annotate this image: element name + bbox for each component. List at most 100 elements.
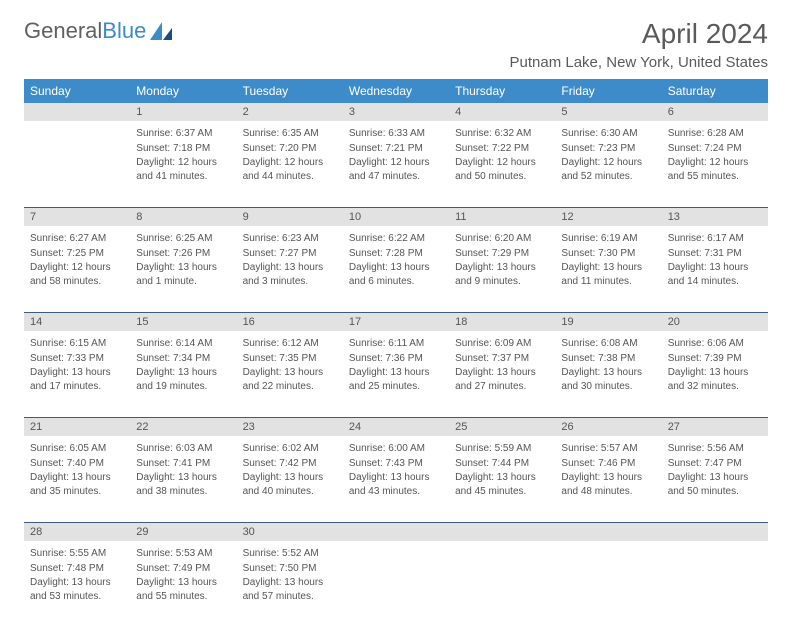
logo-sail-icon xyxy=(148,20,174,42)
logo: GeneralBlue xyxy=(24,18,174,44)
week-row: Sunrise: 6:05 AMSunset: 7:40 PMDaylight:… xyxy=(24,436,768,522)
day-number-row: 21222324252627 xyxy=(24,418,768,437)
sunrise-text: Sunrise: 6:23 AM xyxy=(243,232,337,246)
day-cell: Sunrise: 6:35 AMSunset: 7:20 PMDaylight:… xyxy=(237,121,343,207)
sunrise-text: Sunrise: 6:17 AM xyxy=(668,232,762,246)
weekday-header: Thursday xyxy=(449,79,555,103)
sunrise-text: Sunrise: 6:37 AM xyxy=(136,127,230,141)
sunset-text: Sunset: 7:21 PM xyxy=(349,142,443,156)
day-number: 12 xyxy=(555,208,661,226)
day-cell: Sunrise: 5:52 AMSunset: 7:50 PMDaylight:… xyxy=(237,541,343,627)
sunset-text: Sunset: 7:34 PM xyxy=(136,352,230,366)
daylight-text: Daylight: 13 hours and 30 minutes. xyxy=(561,366,655,393)
day-info: Sunrise: 5:59 AMSunset: 7:44 PMDaylight:… xyxy=(455,442,549,498)
sunset-text: Sunset: 7:49 PM xyxy=(136,562,230,576)
day-cell: Sunrise: 5:53 AMSunset: 7:49 PMDaylight:… xyxy=(130,541,236,627)
calendar-body: 123456Sunrise: 6:37 AMSunset: 7:18 PMDay… xyxy=(24,103,768,627)
sunset-text: Sunset: 7:44 PM xyxy=(455,457,549,471)
day-number: 17 xyxy=(343,313,449,331)
day-number: 3 xyxy=(343,103,449,121)
daylight-text: Daylight: 12 hours and 58 minutes. xyxy=(30,261,124,288)
day-number-row: 14151617181920 xyxy=(24,313,768,332)
sunrise-text: Sunrise: 6:25 AM xyxy=(136,232,230,246)
weekday-header: Wednesday xyxy=(343,79,449,103)
day-number xyxy=(343,523,449,541)
daylight-text: Daylight: 13 hours and 6 minutes. xyxy=(349,261,443,288)
sunrise-text: Sunrise: 6:06 AM xyxy=(668,337,762,351)
daylight-text: Daylight: 13 hours and 55 minutes. xyxy=(136,576,230,603)
day-number: 2 xyxy=(237,103,343,121)
day-info: Sunrise: 6:02 AMSunset: 7:42 PMDaylight:… xyxy=(243,442,337,498)
day-info: Sunrise: 6:32 AMSunset: 7:22 PMDaylight:… xyxy=(455,127,549,183)
day-number: 10 xyxy=(343,208,449,226)
day-cell: Sunrise: 6:12 AMSunset: 7:35 PMDaylight:… xyxy=(237,331,343,417)
sunset-text: Sunset: 7:20 PM xyxy=(243,142,337,156)
daylight-text: Daylight: 13 hours and 38 minutes. xyxy=(136,471,230,498)
week-row: Sunrise: 5:55 AMSunset: 7:48 PMDaylight:… xyxy=(24,541,768,627)
calendar-table: SundayMondayTuesdayWednesdayThursdayFrid… xyxy=(24,79,768,627)
daylight-text: Daylight: 13 hours and 25 minutes. xyxy=(349,366,443,393)
day-cell: Sunrise: 5:57 AMSunset: 7:46 PMDaylight:… xyxy=(555,436,661,522)
day-info: Sunrise: 6:06 AMSunset: 7:39 PMDaylight:… xyxy=(668,337,762,393)
sunrise-text: Sunrise: 6:12 AM xyxy=(243,337,337,351)
weekday-header: Friday xyxy=(555,79,661,103)
day-info: Sunrise: 6:12 AMSunset: 7:35 PMDaylight:… xyxy=(243,337,337,393)
sunset-text: Sunset: 7:41 PM xyxy=(136,457,230,471)
day-info: Sunrise: 6:00 AMSunset: 7:43 PMDaylight:… xyxy=(349,442,443,498)
day-number: 27 xyxy=(662,418,768,436)
day-number: 9 xyxy=(237,208,343,226)
weekday-header: Saturday xyxy=(662,79,768,103)
day-cell: Sunrise: 6:02 AMSunset: 7:42 PMDaylight:… xyxy=(237,436,343,522)
daylight-text: Daylight: 13 hours and 57 minutes. xyxy=(243,576,337,603)
day-cell: Sunrise: 6:00 AMSunset: 7:43 PMDaylight:… xyxy=(343,436,449,522)
day-info: Sunrise: 6:15 AMSunset: 7:33 PMDaylight:… xyxy=(30,337,124,393)
day-info: Sunrise: 6:09 AMSunset: 7:37 PMDaylight:… xyxy=(455,337,549,393)
daylight-text: Daylight: 12 hours and 52 minutes. xyxy=(561,156,655,183)
sunset-text: Sunset: 7:23 PM xyxy=(561,142,655,156)
daylight-text: Daylight: 13 hours and 9 minutes. xyxy=(455,261,549,288)
daylight-text: Daylight: 13 hours and 40 minutes. xyxy=(243,471,337,498)
daylight-text: Daylight: 13 hours and 1 minute. xyxy=(136,261,230,288)
day-number xyxy=(449,523,555,541)
day-cell: Sunrise: 6:03 AMSunset: 7:41 PMDaylight:… xyxy=(130,436,236,522)
day-number xyxy=(662,523,768,541)
weekday-header-row: SundayMondayTuesdayWednesdayThursdayFrid… xyxy=(24,79,768,103)
day-number-row: 282930 xyxy=(24,523,768,542)
day-number: 11 xyxy=(449,208,555,226)
day-number: 26 xyxy=(555,418,661,436)
day-info: Sunrise: 5:57 AMSunset: 7:46 PMDaylight:… xyxy=(561,442,655,498)
daylight-text: Daylight: 13 hours and 27 minutes. xyxy=(455,366,549,393)
sunset-text: Sunset: 7:50 PM xyxy=(243,562,337,576)
day-info: Sunrise: 5:52 AMSunset: 7:50 PMDaylight:… xyxy=(243,547,337,603)
day-cell xyxy=(24,121,130,207)
sunset-text: Sunset: 7:42 PM xyxy=(243,457,337,471)
sunrise-text: Sunrise: 6:15 AM xyxy=(30,337,124,351)
day-cell: Sunrise: 6:32 AMSunset: 7:22 PMDaylight:… xyxy=(449,121,555,207)
sunset-text: Sunset: 7:25 PM xyxy=(30,247,124,261)
sunrise-text: Sunrise: 5:59 AM xyxy=(455,442,549,456)
sunset-text: Sunset: 7:30 PM xyxy=(561,247,655,261)
day-info: Sunrise: 6:35 AMSunset: 7:20 PMDaylight:… xyxy=(243,127,337,183)
day-cell: Sunrise: 6:08 AMSunset: 7:38 PMDaylight:… xyxy=(555,331,661,417)
weekday-header: Monday xyxy=(130,79,236,103)
day-cell xyxy=(662,541,768,627)
daylight-text: Daylight: 13 hours and 48 minutes. xyxy=(561,471,655,498)
day-cell: Sunrise: 6:14 AMSunset: 7:34 PMDaylight:… xyxy=(130,331,236,417)
sunset-text: Sunset: 7:24 PM xyxy=(668,142,762,156)
daylight-text: Daylight: 13 hours and 19 minutes. xyxy=(136,366,230,393)
day-number: 7 xyxy=(24,208,130,226)
day-info: Sunrise: 6:08 AMSunset: 7:38 PMDaylight:… xyxy=(561,337,655,393)
day-info: Sunrise: 6:33 AMSunset: 7:21 PMDaylight:… xyxy=(349,127,443,183)
sunset-text: Sunset: 7:43 PM xyxy=(349,457,443,471)
location: Putnam Lake, New York, United States xyxy=(510,54,768,71)
sunset-text: Sunset: 7:22 PM xyxy=(455,142,549,156)
sunrise-text: Sunrise: 6:11 AM xyxy=(349,337,443,351)
daylight-text: Daylight: 12 hours and 50 minutes. xyxy=(455,156,549,183)
day-number: 19 xyxy=(555,313,661,331)
day-cell: Sunrise: 6:20 AMSunset: 7:29 PMDaylight:… xyxy=(449,226,555,312)
day-cell: Sunrise: 6:23 AMSunset: 7:27 PMDaylight:… xyxy=(237,226,343,312)
daylight-text: Daylight: 13 hours and 32 minutes. xyxy=(668,366,762,393)
day-number: 15 xyxy=(130,313,236,331)
sunrise-text: Sunrise: 6:05 AM xyxy=(30,442,124,456)
day-cell: Sunrise: 6:09 AMSunset: 7:37 PMDaylight:… xyxy=(449,331,555,417)
